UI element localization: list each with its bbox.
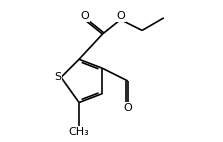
Text: CH₃: CH₃ <box>69 127 89 137</box>
Text: O: O <box>123 103 132 113</box>
Text: S: S <box>54 72 61 82</box>
Text: O: O <box>80 11 89 21</box>
Text: O: O <box>116 11 125 21</box>
